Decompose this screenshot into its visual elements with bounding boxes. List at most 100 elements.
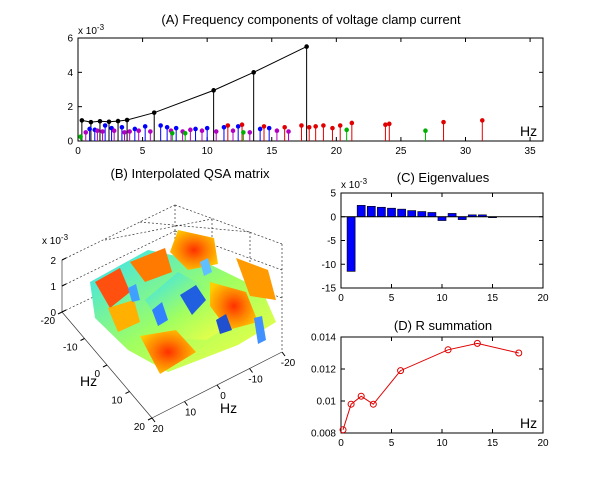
panel-b-xtick-mark — [151, 417, 156, 423]
panel-a-axes-box — [77, 37, 544, 142]
panel-c-exponent: x 10-3 — [341, 177, 368, 191]
panel-d-title: (D) R summation — [394, 318, 492, 333]
panel-a-xtick-label: 25 — [395, 146, 407, 157]
panel-a-stem-marker-blue — [235, 124, 241, 129]
panel-d-line — [342, 342, 519, 430]
panel-c-ytick-label: 5 — [330, 189, 336, 200]
panel-b: (B) Interpolated QSA matrix x 10-3 — [41, 166, 296, 435]
panel-a-stem-marker-red — [383, 122, 388, 127]
panel-d-marker — [397, 367, 405, 375]
panel-a-stem-marker-magenta — [230, 128, 236, 133]
panel-a-stem-marker-blue — [266, 125, 272, 131]
panel-b-ytick-label: 20 — [134, 422, 146, 433]
panel-c-ytick-label: -5 — [327, 236, 336, 247]
panel-b-ytick-label: 0 — [94, 369, 100, 380]
panel-b-surface — [90, 230, 276, 374]
panel-a-xtick-label: 30 — [460, 146, 472, 157]
panel-c-bar — [427, 212, 437, 218]
panel-b-xtick-label: 10 — [185, 408, 197, 419]
panel-d-ytick-label: 0.008 — [311, 429, 336, 440]
panel-a-stem-marker-magenta — [95, 128, 100, 133]
panel-b-xtick-mark — [216, 384, 221, 390]
panel-c-ytick-label: 0 — [330, 212, 336, 223]
panel-a-stem-marker-magenta — [148, 129, 153, 134]
panel-a-stem-marker-magenta — [286, 129, 291, 134]
panel-c-xtick-label: 0 — [338, 293, 344, 304]
panel-b-ztick-mark — [61, 309, 67, 313]
panel-a-title: (A) Frequency components of voltage clam… — [161, 12, 461, 27]
panel-a-stem-marker-envelope — [97, 118, 103, 124]
panel-a-stem-marker-blue — [164, 124, 170, 130]
panel-a-xtick-label: 0 — [75, 146, 81, 157]
panel-b-xtick-label: 20 — [152, 424, 164, 435]
panel-d-xtick-label: 15 — [487, 438, 499, 449]
panel-a-stem-marker-blue — [193, 126, 198, 132]
panel-a-stem-marker-red — [313, 124, 318, 129]
panel-d-marker — [444, 346, 452, 354]
panel-b-ytick-mark — [102, 364, 108, 368]
panel-b-xlabel: Hz — [220, 400, 237, 416]
panel-c-xtick-label: 5 — [389, 293, 395, 304]
panel-a-stem-marker-magenta — [122, 130, 127, 135]
panel-b-ytick-mark — [147, 417, 153, 421]
panel-a-stem-marker-blue — [221, 124, 227, 130]
panel-c-bar — [437, 216, 447, 221]
panel-a-stem-marker-red — [299, 123, 304, 128]
panel-d-ytick-label: 0.014 — [311, 333, 336, 344]
panel-a-stem-marker-magenta — [247, 130, 253, 135]
panel-c-title: (C) Eigenvalues — [397, 170, 490, 185]
panel-b-ytick-mark — [57, 311, 63, 315]
panel-a-stem-marker-blue — [142, 124, 148, 129]
panel-a-stem-marker-magenta — [83, 130, 89, 135]
panel-a-stem-marker-blue — [257, 126, 263, 132]
panel-c-bar — [366, 206, 376, 218]
panel-a-stem-marker-magenta — [274, 128, 280, 133]
panel-a-stem-marker-magenta — [213, 129, 219, 134]
panel-a-stem-marker-blue — [173, 125, 179, 131]
panel-b-ztick-label: 2 — [50, 256, 56, 267]
panel-a-stem-marker-magenta — [188, 127, 193, 133]
panel-a-stem-marker-envelope — [106, 119, 112, 125]
panel-d-ytick-label: 0.012 — [311, 365, 336, 376]
panel-b-xtick-label: -10 — [248, 375, 263, 386]
panel-c-bar — [346, 216, 356, 272]
panel-a-stem-marker-envelope — [79, 118, 85, 123]
panel-b-ylabel: Hz — [80, 373, 97, 389]
panel-a-stem-marker-blue — [132, 126, 138, 132]
panel-a-ytick-label: 0 — [67, 137, 73, 148]
panel-b-xtick-mark — [249, 368, 253, 373]
panel-a-xlabel: Hz — [520, 123, 537, 139]
panel-a-stem-marker-magenta — [136, 128, 142, 133]
panel-c-ytick-label: -15 — [322, 284, 337, 295]
panel-a-xtick-label: 10 — [202, 146, 214, 157]
panel-a-stem-marker-blue — [87, 126, 92, 132]
panel-b-ztick-label: 1 — [50, 282, 56, 293]
panel-a-ytick-label: 6 — [67, 34, 73, 45]
panel-a-stem-marker-red — [337, 123, 343, 128]
panel-d-marker — [347, 400, 355, 408]
panel-a-stem-marker-green — [423, 128, 428, 133]
panel-a-stem-marker-blue — [102, 123, 108, 128]
panel-c-bar — [356, 205, 366, 218]
panel-a-stem-marker-green — [169, 130, 175, 136]
panel-c-xtick-label: 10 — [436, 293, 448, 304]
panel-a-stem-marker-blue — [109, 125, 114, 131]
panel-a-xtick-label: 15 — [266, 146, 278, 157]
panel-b-ztick-label: 0 — [50, 308, 56, 319]
panel-a-stem-marker-envelope — [151, 110, 157, 115]
panel-c-xtick-label: 15 — [487, 293, 499, 304]
panel-a-stem-marker-blue — [158, 123, 163, 128]
panel-b-ytick-label: 10 — [111, 396, 123, 407]
panel-b-ytick-mark — [80, 338, 85, 341]
panel-d-ytick-label: 0.01 — [317, 397, 337, 408]
panel-a-ytick-label: 2 — [67, 102, 73, 113]
panel-a-stem-marker-red — [386, 121, 392, 127]
panel-a: (A) Frequency components of voltage clam… — [67, 12, 544, 157]
panel-d-marker — [357, 392, 365, 400]
panel-d-xtick-label: 10 — [436, 438, 448, 449]
panel-a-stem-marker-magenta — [111, 128, 117, 133]
panel-d-marker — [473, 339, 481, 347]
panel-a-stem-marker-red — [441, 119, 446, 125]
panel-b-xtick-mark — [184, 401, 188, 406]
